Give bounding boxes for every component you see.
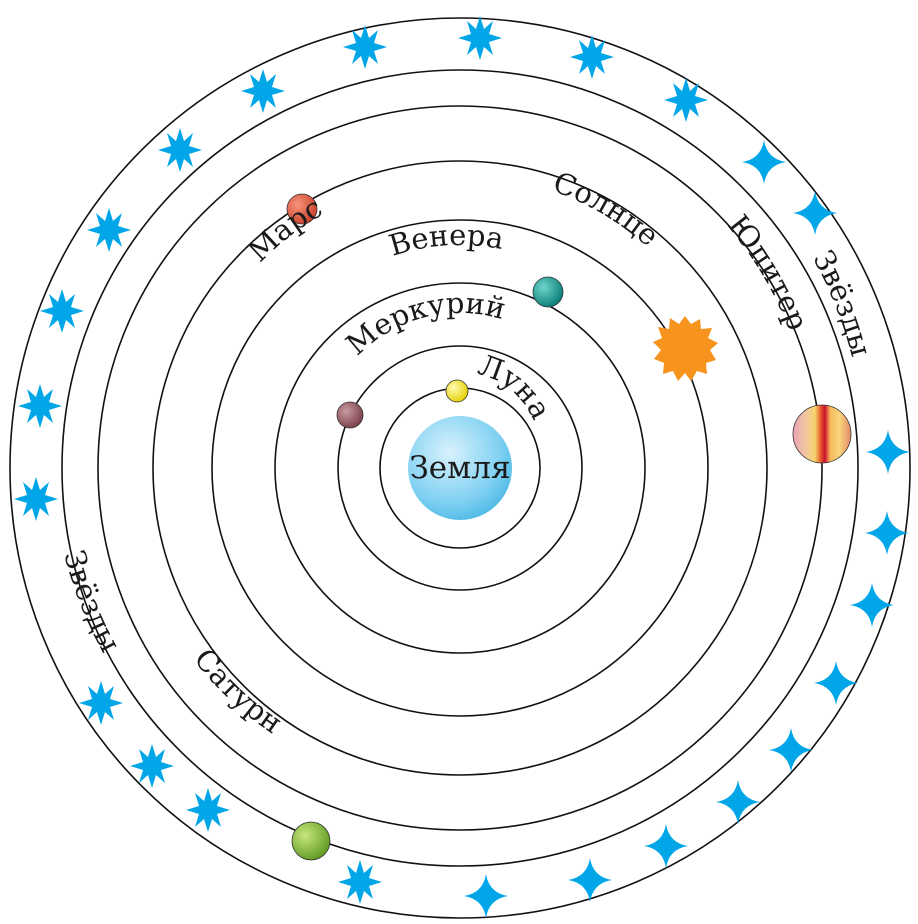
four-point-star-icon [865, 511, 909, 555]
sun-orbit [211, 219, 709, 717]
four-point-star-icon [716, 780, 760, 824]
earth [408, 416, 512, 520]
four-point-star-icon [850, 583, 894, 627]
jupiter-orbit [97, 105, 823, 831]
four-point-star-icon [814, 661, 858, 705]
sun [653, 316, 718, 381]
sun-label: Солнце [549, 165, 666, 253]
mars [286, 193, 318, 225]
four-point-star-icon [793, 191, 837, 235]
starburst-icon [79, 681, 123, 725]
starburst-icon [87, 208, 131, 252]
saturn-orbit [61, 69, 859, 867]
sparkle-stars [464, 140, 910, 918]
starburst-icon [158, 128, 202, 172]
four-point-star-icon [568, 858, 612, 902]
four-point-star-icon [644, 824, 688, 868]
starburst-icon [130, 744, 174, 788]
starburst-icon [40, 289, 84, 333]
venus-orbit [274, 282, 646, 654]
starburst-icon [338, 860, 382, 904]
four-point-star-icon [769, 728, 813, 772]
jupiter [792, 404, 852, 464]
stars-left-label: Звёзды [57, 547, 127, 658]
starburst-icon [18, 384, 62, 428]
saturn [291, 821, 331, 861]
venus [532, 276, 564, 308]
outer-boundary-orbit [9, 17, 911, 919]
starburst-icon [343, 25, 387, 69]
starburst-icon [664, 78, 708, 122]
mercury-label: Меркурий [339, 286, 509, 362]
jupiter-label: Юпитер [721, 208, 815, 335]
mercury [336, 401, 364, 429]
saturn-label: Сатурн [187, 642, 288, 740]
venus-label: Венера [385, 218, 506, 263]
four-point-star-icon [866, 430, 910, 474]
mars-orbit [152, 160, 768, 776]
stars-right-label: Звёзды [806, 245, 878, 360]
moon [445, 379, 469, 403]
starburst-icon [458, 16, 502, 60]
four-point-star-icon [742, 140, 786, 184]
mercury-orbit [337, 345, 583, 591]
starburst-icon [14, 477, 58, 521]
starburst-icon [186, 788, 230, 832]
starburst-stars [14, 16, 708, 904]
four-point-star-icon [464, 874, 508, 918]
mars-label: Марс [241, 190, 328, 268]
starburst-icon [241, 69, 285, 113]
starburst-icon [570, 35, 614, 79]
earth-label: Земля [409, 450, 510, 486]
